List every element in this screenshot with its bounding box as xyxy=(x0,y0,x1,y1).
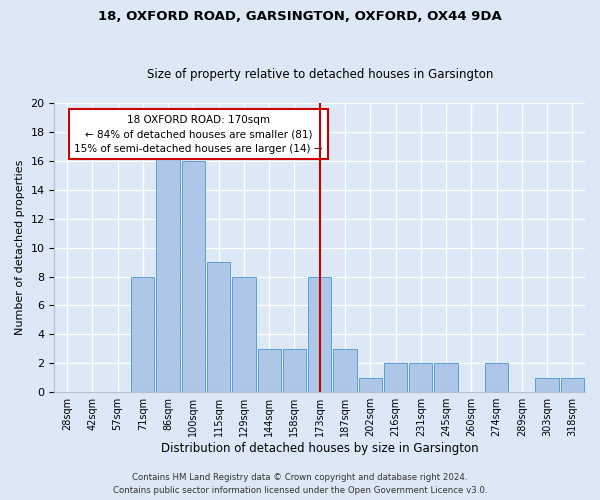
Bar xyxy=(232,276,256,392)
Bar xyxy=(283,349,306,392)
Bar xyxy=(485,364,508,392)
Bar xyxy=(535,378,559,392)
Bar xyxy=(359,378,382,392)
Text: Contains HM Land Registry data © Crown copyright and database right 2024.
Contai: Contains HM Land Registry data © Crown c… xyxy=(113,474,487,495)
Y-axis label: Number of detached properties: Number of detached properties xyxy=(15,160,25,336)
Bar xyxy=(257,349,281,392)
Bar xyxy=(131,276,154,392)
Bar xyxy=(384,364,407,392)
X-axis label: Distribution of detached houses by size in Garsington: Distribution of detached houses by size … xyxy=(161,442,479,455)
Text: 18 OXFORD ROAD: 170sqm
← 84% of detached houses are smaller (81)
15% of semi-det: 18 OXFORD ROAD: 170sqm ← 84% of detached… xyxy=(74,114,323,154)
Bar xyxy=(409,364,433,392)
Bar xyxy=(207,262,230,392)
Title: Size of property relative to detached houses in Garsington: Size of property relative to detached ho… xyxy=(146,68,493,81)
Bar xyxy=(561,378,584,392)
Bar xyxy=(182,161,205,392)
Bar xyxy=(308,276,331,392)
Bar xyxy=(334,349,356,392)
Text: 18, OXFORD ROAD, GARSINGTON, OXFORD, OX44 9DA: 18, OXFORD ROAD, GARSINGTON, OXFORD, OX4… xyxy=(98,10,502,23)
Bar xyxy=(157,146,180,392)
Bar xyxy=(434,364,458,392)
